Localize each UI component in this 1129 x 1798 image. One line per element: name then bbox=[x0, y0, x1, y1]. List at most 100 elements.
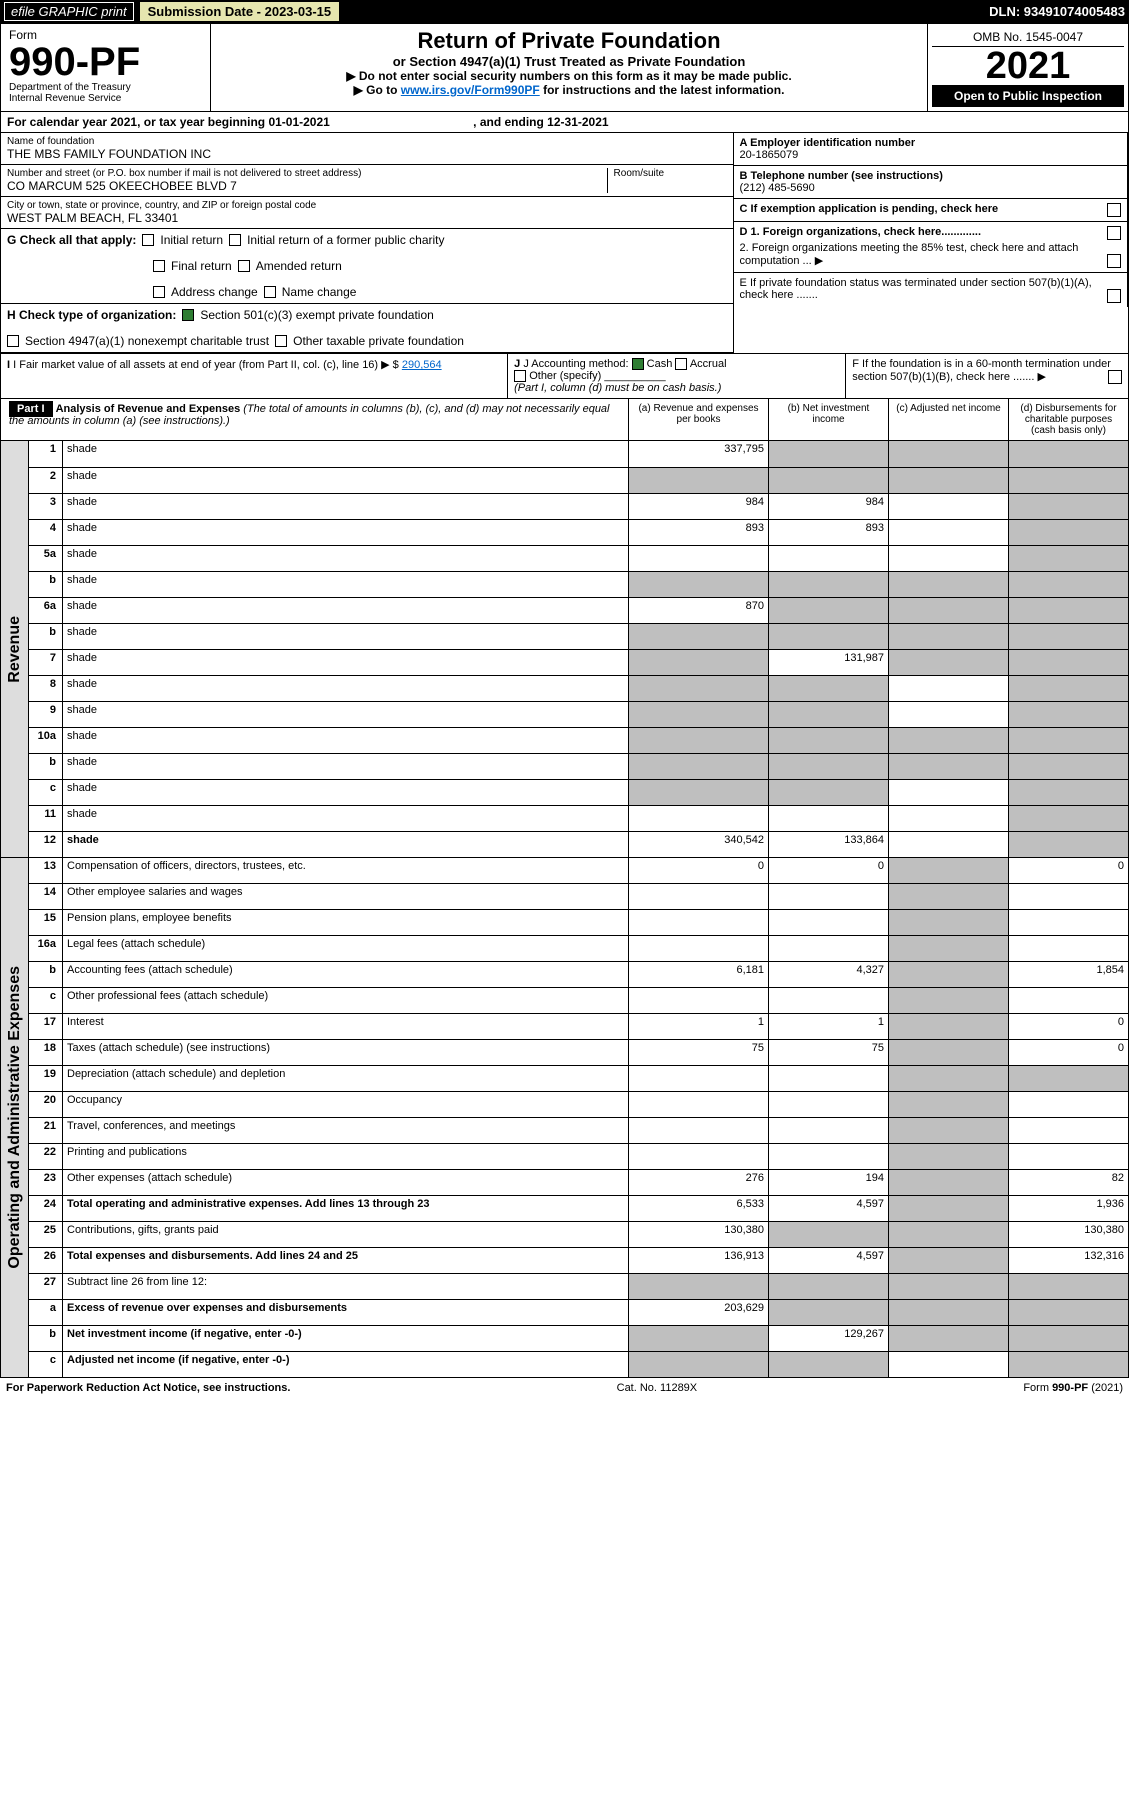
checkbox-cash[interactable] bbox=[632, 358, 644, 370]
footer-left: For Paperwork Reduction Act Notice, see … bbox=[6, 1382, 290, 1394]
table-row: 17Interest110 bbox=[29, 1014, 1129, 1040]
cal-end: , and ending 12-31-2021 bbox=[473, 115, 608, 129]
vert-op: Operating and Administrative Expenses bbox=[0, 858, 28, 1379]
vert-revenue: Revenue bbox=[0, 441, 28, 858]
street-label: Number and street (or P.O. box number if… bbox=[7, 168, 607, 179]
checkbox-d2[interactable] bbox=[1107, 254, 1121, 268]
checkbox-other-taxable[interactable] bbox=[275, 335, 287, 347]
h-opt-1: Section 501(c)(3) exempt private foundat… bbox=[200, 308, 433, 322]
b-label: B Telephone number (see instructions) bbox=[740, 170, 1121, 182]
checkbox-501c3[interactable] bbox=[182, 309, 194, 321]
h-label: H Check type of organization: bbox=[7, 308, 176, 322]
footer-right: Form 990-PF (2021) bbox=[1023, 1382, 1123, 1394]
submission-date: Submission Date - 2023-03-15 bbox=[140, 2, 340, 21]
checkbox-c[interactable] bbox=[1107, 203, 1121, 217]
checkbox-accrual[interactable] bbox=[675, 358, 687, 370]
table-row: 4shade893893 bbox=[29, 519, 1129, 545]
h-opt-3: Other taxable private foundation bbox=[293, 334, 464, 348]
form-link[interactable]: www.irs.gov/Form990PF bbox=[401, 83, 540, 97]
instr2-pre: ▶ Go to bbox=[354, 83, 401, 97]
table-row: 6ashade870 bbox=[29, 597, 1129, 623]
table-row: 25Contributions, gifts, grants paid130,3… bbox=[29, 1222, 1129, 1248]
ijf-row: I I Fair market value of all assets at e… bbox=[0, 354, 1129, 399]
entity-left: Name of foundation THE MBS FAMILY FOUNDA… bbox=[1, 133, 734, 353]
c-label: C If exemption application is pending, c… bbox=[740, 203, 999, 215]
expenses-table: 13Compensation of officers, directors, t… bbox=[28, 858, 1129, 1379]
table-row: 3shade984984 bbox=[29, 493, 1129, 519]
a-label: A Employer identification number bbox=[740, 137, 1121, 149]
e-label: E If private foundation status was termi… bbox=[740, 277, 1092, 301]
i-cell: I I Fair market value of all assets at e… bbox=[1, 354, 508, 398]
cal-begin: For calendar year 2021, or tax year begi… bbox=[7, 115, 330, 129]
col-b-head: (b) Net investment income bbox=[768, 399, 888, 440]
table-row: 7shade131,987 bbox=[29, 649, 1129, 675]
g-opt-3: Amended return bbox=[256, 259, 342, 273]
form-year-block: OMB No. 1545-0047 2021 Open to Public In… bbox=[928, 24, 1128, 111]
checkbox-e[interactable] bbox=[1107, 289, 1121, 303]
e-cell: E If private foundation status was termi… bbox=[734, 273, 1128, 307]
table-row: 26Total expenses and disbursements. Add … bbox=[29, 1248, 1129, 1274]
city-val: WEST PALM BEACH, FL 33401 bbox=[7, 211, 727, 225]
checkbox-f[interactable] bbox=[1108, 370, 1122, 384]
table-row: bshade bbox=[29, 753, 1129, 779]
dln: DLN: 93491074005483 bbox=[989, 4, 1125, 19]
g-opt-1: Initial return of a former public charit… bbox=[247, 233, 444, 247]
form-instr2: ▶ Go to www.irs.gov/Form990PF for instru… bbox=[221, 83, 917, 97]
calendar-year-row: For calendar year 2021, or tax year begi… bbox=[0, 112, 1129, 133]
vert-rev-label: Revenue bbox=[6, 616, 24, 683]
table-row: 2shade bbox=[29, 467, 1129, 493]
table-row: 15Pension plans, employee benefits bbox=[29, 910, 1129, 936]
g-label: G Check all that apply: bbox=[7, 233, 136, 247]
ein-cell: A Employer identification number 20-1865… bbox=[734, 133, 1128, 166]
footer-mid: Cat. No. 11289X bbox=[617, 1382, 698, 1394]
checkbox-d1[interactable] bbox=[1107, 226, 1121, 240]
j-note: (Part I, column (d) must be on cash basi… bbox=[514, 382, 721, 394]
table-row: 19Depreciation (attach schedule) and dep… bbox=[29, 1066, 1129, 1092]
phone-cell: B Telephone number (see instructions) (2… bbox=[734, 166, 1128, 199]
checkbox-other-method[interactable] bbox=[514, 370, 526, 382]
part1-title: Analysis of Revenue and Expenses bbox=[56, 403, 241, 415]
c-cell: C If exemption application is pending, c… bbox=[734, 199, 1128, 222]
table-row: bNet investment income (if negative, ent… bbox=[29, 1326, 1129, 1352]
g-opt-5: Name change bbox=[282, 285, 357, 299]
form-title: Return of Private Foundation bbox=[221, 28, 917, 54]
i-val[interactable]: 290,564 bbox=[402, 359, 442, 371]
form-instr1: ▶ Do not enter social security numbers o… bbox=[221, 69, 917, 83]
checkbox-final-return[interactable] bbox=[153, 260, 165, 272]
d-cell: D 1. Foreign organizations, check here..… bbox=[734, 222, 1128, 273]
table-row: bshade bbox=[29, 623, 1129, 649]
entity-grid: Name of foundation THE MBS FAMILY FOUNDA… bbox=[0, 133, 1129, 354]
d1-label: D 1. Foreign organizations, check here..… bbox=[740, 226, 981, 238]
table-row: bAccounting fees (attach schedule)6,1814… bbox=[29, 962, 1129, 988]
checkbox-name-change[interactable] bbox=[264, 286, 276, 298]
form-number: 990-PF bbox=[9, 42, 202, 82]
g-opt-0: Initial return bbox=[160, 233, 223, 247]
part1-title-cell: Part I Analysis of Revenue and Expenses … bbox=[1, 399, 628, 440]
instr2-post: for instructions and the latest informat… bbox=[540, 83, 785, 97]
g-opt-2: Final return bbox=[171, 259, 232, 273]
table-row: 22Printing and publications bbox=[29, 1144, 1129, 1170]
city-cell: City or town, state or province, country… bbox=[1, 197, 734, 229]
f-label: F If the foundation is in a 60-month ter… bbox=[852, 358, 1111, 383]
checkbox-initial-former[interactable] bbox=[229, 234, 241, 246]
j-cell: J J Accounting method: Cash Accrual Othe… bbox=[508, 354, 846, 398]
checkbox-4947[interactable] bbox=[7, 335, 19, 347]
entity-right: A Employer identification number 20-1865… bbox=[734, 133, 1128, 353]
page-footer: For Paperwork Reduction Act Notice, see … bbox=[0, 1378, 1129, 1398]
revenue-table: 1shade337,7952shade3shade9849844shade893… bbox=[28, 441, 1129, 858]
vert-op-label: Operating and Administrative Expenses bbox=[6, 966, 24, 1269]
dept: Department of the Treasury bbox=[9, 82, 202, 93]
table-row: 18Taxes (attach schedule) (see instructi… bbox=[29, 1040, 1129, 1066]
table-row: 14Other employee salaries and wages bbox=[29, 884, 1129, 910]
table-row: 24Total operating and administrative exp… bbox=[29, 1196, 1129, 1222]
checkbox-address-change[interactable] bbox=[153, 286, 165, 298]
checkbox-initial-return[interactable] bbox=[142, 234, 154, 246]
table-row: cOther professional fees (attach schedul… bbox=[29, 988, 1129, 1014]
checkbox-amended[interactable] bbox=[238, 260, 250, 272]
col-c-head: (c) Adjusted net income bbox=[888, 399, 1008, 440]
p1-table-wrap-op: Operating and Administrative Expenses 13… bbox=[0, 858, 1129, 1379]
table-row: 16aLegal fees (attach schedule) bbox=[29, 936, 1129, 962]
table-row: 20Occupancy bbox=[29, 1092, 1129, 1118]
g-check-row: G Check all that apply: Initial return I… bbox=[1, 229, 734, 304]
ein-val: 20-1865079 bbox=[740, 149, 1121, 161]
